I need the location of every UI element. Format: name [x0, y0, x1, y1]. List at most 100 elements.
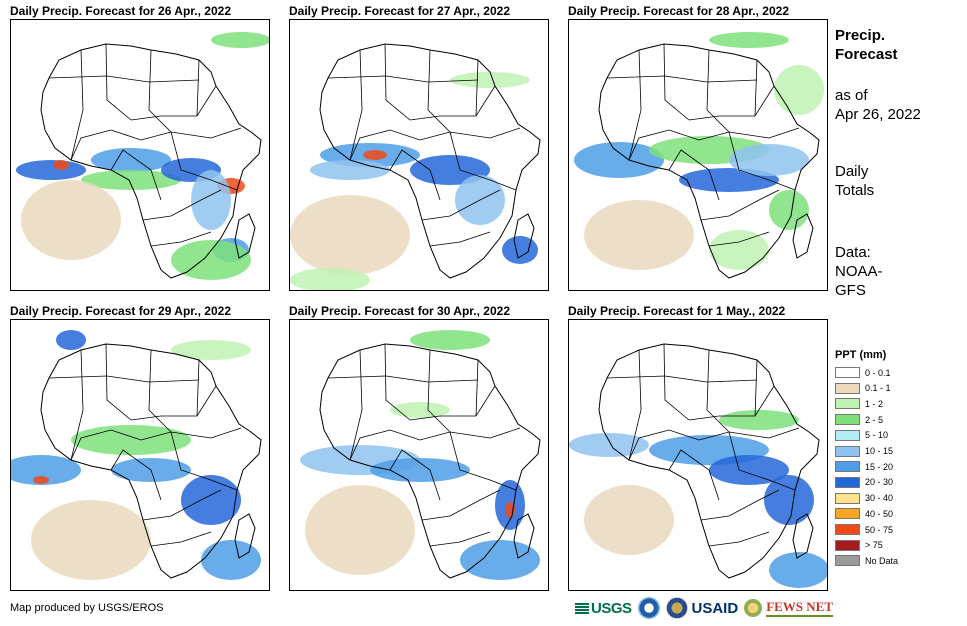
- country-border: [668, 449, 720, 501]
- sidebar-title: Precip. Forecast: [835, 26, 898, 64]
- country-border: [170, 131, 238, 191]
- sidebar-totals-line2: Totals: [835, 182, 875, 199]
- legend-label: 30 - 40: [865, 493, 894, 504]
- map-svg: [290, 43, 541, 290]
- country-border: [668, 149, 720, 201]
- country-border: [110, 149, 162, 201]
- legend-label: > 75: [865, 540, 883, 551]
- country-border: [349, 427, 521, 461]
- fews-globe-icon: [744, 599, 763, 617]
- coastline: [40, 343, 262, 579]
- legend-label: 10 - 15: [865, 446, 894, 456]
- legend-item: 40 - 50: [835, 507, 893, 520]
- precip-area: [450, 72, 530, 88]
- legend-label: 0 - 0.1: [865, 367, 891, 378]
- precip-area: [211, 32, 269, 48]
- sidebar-data-line2: NOAA-: [835, 263, 883, 280]
- precip-area: [584, 485, 674, 555]
- country-border: [606, 75, 758, 83]
- legend-swatch: [835, 414, 860, 426]
- legend-item: 0 - 0.1: [835, 366, 891, 379]
- country-border: [628, 127, 800, 161]
- precip-area: [53, 160, 69, 170]
- country-border: [196, 59, 200, 117]
- precip-area: [11, 455, 81, 485]
- coastline: [598, 343, 820, 579]
- country-border: [70, 127, 242, 161]
- panel-title-3: Daily Precip. Forecast for 28 Apr., 2022: [568, 4, 789, 18]
- legend-swatch: [835, 508, 860, 520]
- precip-area: [191, 170, 231, 230]
- precip-area: [574, 142, 664, 178]
- country-border: [754, 359, 758, 417]
- country-border: [663, 44, 690, 121]
- map-svg: [569, 343, 827, 588]
- precip-area: [460, 540, 540, 580]
- precip-area: [363, 150, 387, 160]
- country-border: [728, 131, 796, 191]
- precip-area: [774, 65, 824, 115]
- country-border: [70, 49, 84, 161]
- country-border: [142, 489, 222, 521]
- precip-area: [171, 240, 251, 280]
- precip-area: [569, 433, 649, 457]
- panel-title-2: Daily Precip. Forecast for 27 Apr., 2022: [289, 4, 510, 18]
- country-border: [148, 49, 172, 133]
- sidebar-data-line3: GFS: [835, 282, 866, 299]
- legend-item: 20 - 30: [835, 476, 893, 489]
- country-border: [429, 231, 491, 247]
- legend-label: 0.1 - 1: [865, 383, 891, 394]
- madagascar-outline: [792, 213, 814, 259]
- country-border: [688, 385, 775, 421]
- legend-swatch: [835, 492, 860, 504]
- country-border: [475, 359, 479, 417]
- precip-area: [310, 160, 390, 180]
- map-svg: [574, 32, 824, 279]
- country-border: [427, 49, 451, 133]
- country-border: [754, 59, 758, 117]
- country-border: [421, 189, 501, 221]
- panel-title-1: Daily Precip. Forecast for 26 Apr., 2022: [10, 4, 231, 18]
- precip-area: [410, 330, 490, 350]
- precip-area: [729, 144, 809, 176]
- country-border: [706, 49, 730, 133]
- legend-item: 5 - 10: [835, 429, 888, 442]
- country-border: [728, 431, 796, 491]
- fews-net-logo: FEWS NET: [766, 599, 834, 617]
- country-border: [421, 489, 501, 521]
- legend-label: No Data: [865, 555, 899, 566]
- sidebar-asof-line1: as of: [835, 87, 868, 104]
- precip-area: [719, 410, 799, 430]
- precip-area: [764, 475, 814, 525]
- coastline: [319, 343, 541, 579]
- dos-seal-icon: [665, 597, 688, 619]
- usgs-wave-icon: [575, 602, 589, 614]
- legend-label: 20 - 30: [865, 477, 894, 488]
- country-border: [700, 189, 780, 221]
- map-svg: [300, 330, 541, 580]
- precip-area: [171, 340, 251, 360]
- legend-swatch: [835, 398, 860, 410]
- precip-area: [709, 455, 789, 485]
- legend-label: 2 - 5: [865, 414, 884, 425]
- country-border: [449, 131, 517, 191]
- country-border: [409, 85, 496, 121]
- legend-label: 15 - 20: [865, 461, 894, 472]
- country-border: [384, 344, 411, 421]
- precip-area: [181, 475, 241, 525]
- madagascar-outline: [513, 213, 535, 259]
- country-border: [700, 489, 780, 521]
- sidebar-totals-line1: Daily: [835, 163, 869, 180]
- country-border: [327, 375, 479, 383]
- legend-item: > 75: [835, 539, 883, 552]
- legend-title: PPT (mm): [835, 349, 887, 361]
- country-border: [628, 349, 642, 461]
- precip-area: [290, 195, 410, 275]
- country-border: [70, 349, 84, 461]
- country-border: [427, 349, 451, 433]
- legend-swatch: [835, 524, 860, 535]
- legend-item: 15 - 20: [835, 460, 893, 473]
- country-border: [327, 75, 479, 83]
- usgs-logo: USGS: [575, 600, 632, 617]
- country-border: [110, 449, 162, 501]
